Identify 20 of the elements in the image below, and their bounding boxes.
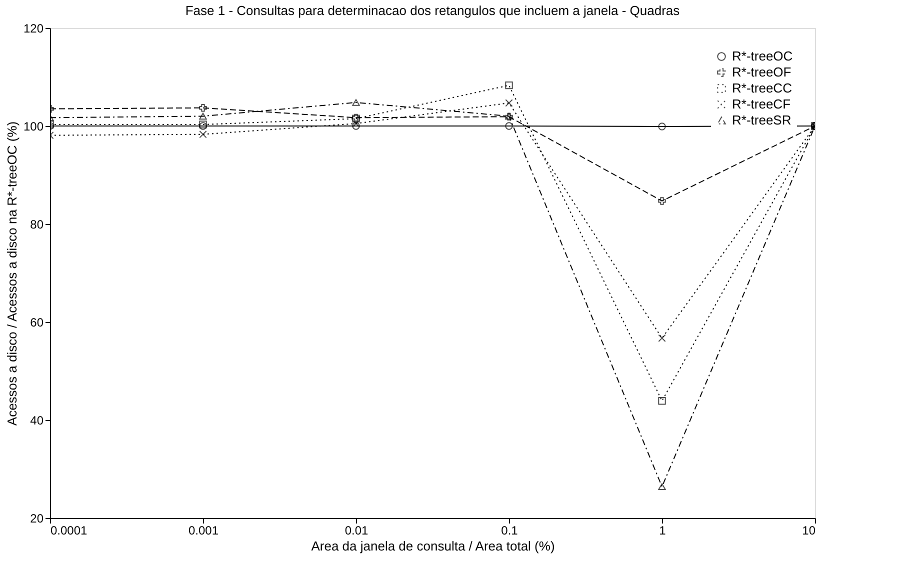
y-axis-title: Acessos a disco / Acessos a disco na R*-treeOC (%): [4, 121, 20, 426]
legend-label: R*-treeOC: [732, 48, 793, 64]
x-tick-label: 1: [659, 524, 666, 538]
y-tick-label: 80: [30, 218, 44, 232]
legend-label: R*-treeCF: [732, 96, 791, 112]
y-tick-label: 120: [23, 22, 44, 36]
x-tick-label: 10: [802, 524, 816, 538]
chart-title: Fase 1 - Consultas para determinacao dos retangulos que incluem a janela - Quadras: [185, 3, 680, 18]
y-tick-label: 100: [23, 120, 44, 134]
x-axis-title: Area da janela de consulta / Area total (%): [311, 538, 555, 554]
legend-label: R*-treeOF: [732, 64, 792, 80]
y-tick-label: 60: [30, 316, 44, 330]
x-tick-label: 0.0001: [50, 524, 88, 538]
legend-label: R*-treeCC: [732, 80, 792, 96]
legend-label: R*-treeSR: [732, 112, 792, 128]
x-tick-label: 0.1: [501, 524, 518, 538]
y-tick-label: 20: [30, 512, 44, 526]
x-tick-label: 0.001: [188, 524, 219, 538]
x-tick-label: 0.01: [344, 524, 368, 538]
y-tick-label: 40: [30, 414, 44, 428]
